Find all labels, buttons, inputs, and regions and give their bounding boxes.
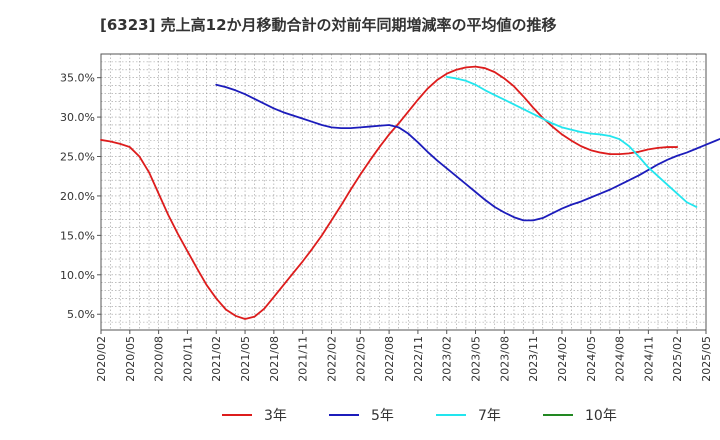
chart-title: [6323] 売上高12か月移動合計の対前年同期増減率の平均値の推移 xyxy=(100,16,557,34)
legend-label: 10年 xyxy=(585,408,617,424)
x-tick-label: 2021/05 xyxy=(239,336,252,382)
x-tick-label: 2020/02 xyxy=(95,336,108,382)
x-tick-label: 2020/05 xyxy=(124,336,137,382)
x-tick-label: 2022/08 xyxy=(383,336,396,382)
y-tick-label: 5.0% xyxy=(67,308,95,321)
y-axis: 5.0% 10.0% 15.0% 20.0% 25.0% 30.0% 35.0% xyxy=(60,72,101,321)
y-tick-label: 20.0% xyxy=(60,190,95,203)
x-tick-label: 2023/08 xyxy=(498,336,511,382)
series-line-7年 xyxy=(445,75,698,208)
series-line-3年 xyxy=(100,65,679,320)
grid-layer xyxy=(101,53,706,331)
y-tick-label: 35.0% xyxy=(60,72,95,85)
plot-area xyxy=(101,54,706,330)
y-tick-label: 15.0% xyxy=(60,229,95,242)
plot-border xyxy=(100,53,707,331)
x-tick-label: 2023/11 xyxy=(527,336,540,382)
x-tick-label: 2023/05 xyxy=(470,336,483,382)
x-tick-label: 2024/02 xyxy=(556,336,569,382)
legend-label: 3年 xyxy=(264,408,287,424)
x-tick-label: 2021/11 xyxy=(297,336,310,382)
x-tick-label: 2022/11 xyxy=(412,336,425,382)
legend: 3年 5年 7年 10年 xyxy=(222,408,617,424)
series-layer xyxy=(100,65,720,320)
x-tick-label: 2021/08 xyxy=(268,336,281,382)
x-tick-label: 2024/11 xyxy=(642,336,655,382)
x-tick-label: 2020/08 xyxy=(153,336,166,382)
x-tick-label: 2021/02 xyxy=(210,336,223,382)
y-tick-label: 25.0% xyxy=(60,151,95,164)
x-axis: 2020/02 2020/05 2020/08 2020/11 2021/02 2021/… xyxy=(95,330,713,382)
series-line-5年 xyxy=(215,83,720,222)
x-tick-label: 2022/05 xyxy=(354,336,367,382)
x-tick-label: 2020/11 xyxy=(181,336,194,382)
y-tick-label: 10.0% xyxy=(60,269,95,282)
legend-label: 7年 xyxy=(478,408,501,424)
y-tick-label: 30.0% xyxy=(60,111,95,124)
x-tick-label: 2023/02 xyxy=(441,336,454,382)
x-tick-label: 2025/05 xyxy=(700,336,713,382)
x-tick-label: 2024/08 xyxy=(614,336,627,382)
x-tick-label: 2022/02 xyxy=(325,336,338,382)
legend-label: 5年 xyxy=(371,408,394,424)
x-tick-label: 2025/02 xyxy=(671,336,684,382)
x-tick-label: 2024/05 xyxy=(585,336,598,382)
